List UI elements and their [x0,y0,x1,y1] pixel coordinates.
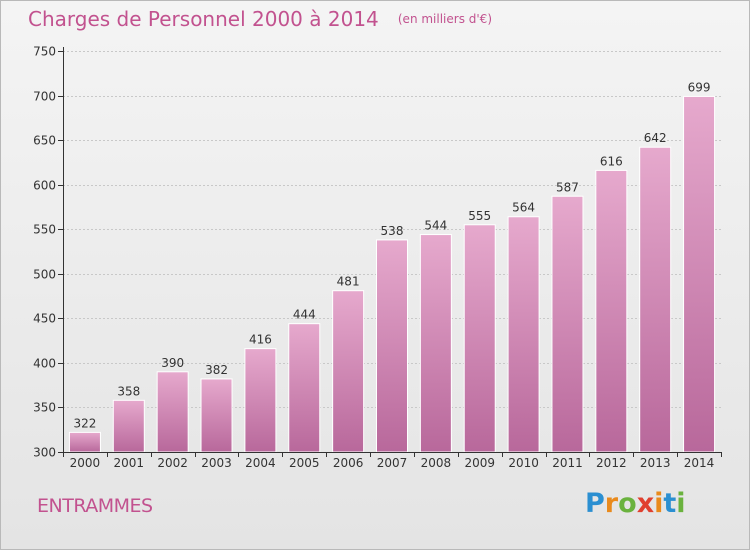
bar-value-label: 481 [337,275,360,289]
bar-value-label: 587 [556,180,579,194]
logo-letter: t [663,488,677,519]
logo-letter: P [585,488,605,519]
bar-2008 [419,234,452,453]
y-tick-label: 400 [33,357,56,371]
bar-value-label: 555 [468,209,491,223]
x-tick-label: 2003 [201,456,232,470]
x-tick-label: 2013 [640,456,671,470]
x-tick-label: 2008 [421,456,452,470]
x-tick-label: 2007 [377,456,408,470]
logo-letter: x [636,488,655,519]
bar-value-label: 544 [424,219,447,233]
location-name: ENTRAMMES [37,495,153,517]
bar-2005 [288,323,321,453]
bar-value-label: 390 [161,356,184,370]
title-row: Charges de Personnel 2000 à 2014 (en mil… [28,7,492,31]
x-tick-label: 2004 [245,456,276,470]
x-tick-label: 2010 [508,456,539,470]
bar-value-label: 642 [644,131,667,145]
chart-title: Charges de Personnel 2000 à 2014 [28,7,379,31]
bar-2012 [595,169,628,453]
bar-value-label: 416 [249,333,272,347]
y-tick-label: 350 [33,401,56,415]
x-tick-label: 2001 [114,456,145,470]
bar-value-label: 564 [512,201,535,215]
bar-2006 [332,290,365,453]
y-tick-label: 650 [33,134,56,148]
bar-value-label: 616 [600,154,623,168]
y-tick-label: 450 [33,312,56,326]
x-tick-label: 2002 [157,456,188,470]
axes [58,47,722,457]
x-tick-label: 2011 [552,456,583,470]
bar-2003 [200,378,233,453]
bars [68,95,716,453]
bar-value-label: 538 [381,224,404,238]
x-tick-label: 2012 [596,456,627,470]
y-tick-label: 600 [33,179,56,193]
x-tick-label: 2009 [464,456,495,470]
bar-2011 [551,195,584,453]
proxiti-logo: Proxiti [585,488,686,519]
bar-2014 [683,95,716,453]
bar-2002 [156,371,189,453]
bar-value-label: 699 [688,80,711,94]
logo-letter: o [618,488,637,519]
x-tick-label: 2000 [70,456,101,470]
bar-value-label: 358 [117,384,140,398]
x-tick-label: 2006 [333,456,364,470]
bar-2007 [376,239,408,453]
x-tick-label: 2005 [289,456,320,470]
bar-2010 [507,216,540,453]
bar-2004 [244,348,277,453]
y-tick-label: 500 [33,268,56,282]
x-tick-label: 2014 [684,456,715,470]
bar-2000 [68,431,101,453]
bar-2013 [639,146,672,453]
y-tick-label: 550 [33,223,56,237]
labels: 300 350 400 450 500 550 600 650 700 750 322 2000 358… [33,45,714,471]
chart-subtitle: (en milliers d'€) [397,12,492,26]
logo-letter: i [676,488,686,519]
logo-letter: i [654,488,664,519]
bar-2001 [112,399,145,453]
bar-value-label: 322 [73,416,96,430]
y-tick-label: 750 [33,45,56,59]
bar-value-label: 444 [293,308,316,322]
bar-value-label: 382 [205,363,228,377]
y-tick-label: 700 [33,90,56,104]
y-tick-label: 300 [33,446,56,460]
logo-letter: r [604,488,619,519]
bar-2009 [463,224,496,453]
